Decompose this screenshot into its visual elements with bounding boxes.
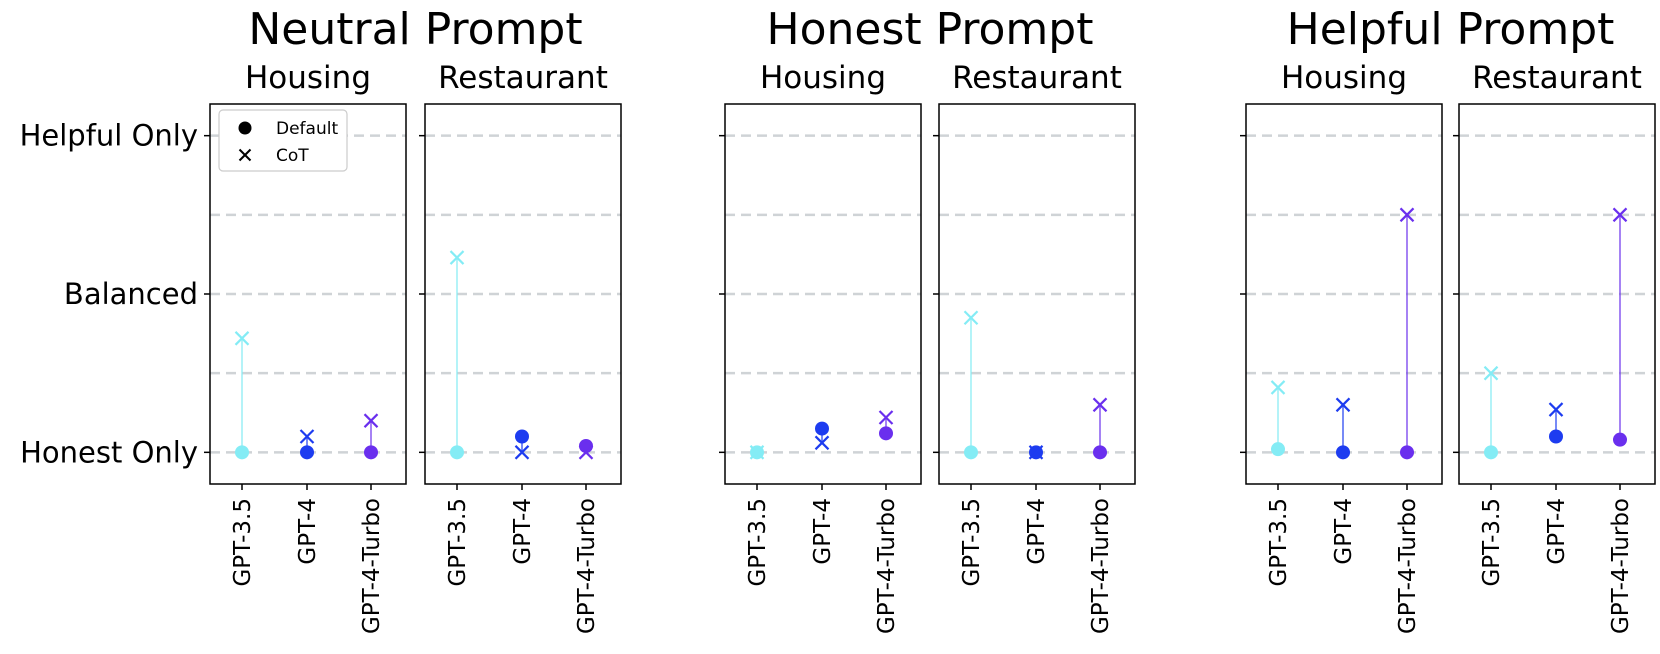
- x-tick-label: GPT-3.5: [445, 498, 471, 587]
- group-title: Helpful Prompt: [1287, 4, 1615, 55]
- default-point: [879, 426, 893, 441]
- legend-default-marker: [238, 121, 252, 135]
- panel-title: Housing: [245, 60, 371, 96]
- panel-title: Housing: [760, 60, 886, 96]
- x-tick-label: GPT-4-Turbo: [1088, 498, 1114, 634]
- cot-point-stroke: [963, 310, 979, 326]
- x-tick-label: GPT-4-Turbo: [874, 498, 900, 634]
- cot-point: [1270, 380, 1286, 395]
- default-point: [1549, 429, 1563, 444]
- cot-point: [1483, 365, 1499, 381]
- cot-point: [514, 445, 530, 460]
- cot-point-stroke: [1270, 380, 1286, 395]
- default-point: [1093, 445, 1107, 460]
- cot-point: [963, 310, 979, 326]
- group-title: Neutral Prompt: [248, 4, 582, 55]
- default-point: [1271, 442, 1285, 457]
- panel-frame: [424, 103, 622, 485]
- default-point: [815, 421, 829, 436]
- cot-point-stroke: [514, 445, 530, 460]
- x-tick-label: GPT-4: [295, 498, 321, 565]
- x-tick-label: GPT-4: [510, 498, 536, 565]
- cot-point-stroke: [1092, 397, 1108, 413]
- cot-point: [814, 435, 830, 451]
- cot-point: [1612, 207, 1628, 223]
- legend-default-label: Default: [276, 119, 338, 139]
- y-tick-label: Balanced: [64, 277, 198, 311]
- default-point: [235, 445, 249, 460]
- x-tick-label: GPT-3.5: [1479, 498, 1505, 587]
- cot-point-stroke: [363, 413, 379, 428]
- cot-point: [1399, 207, 1415, 223]
- default-point: [1613, 432, 1627, 447]
- cot-point-stroke: [878, 410, 894, 425]
- panel-title: Housing: [1281, 60, 1407, 96]
- cot-point-stroke: [749, 445, 765, 460]
- x-tick-label: GPT-3.5: [745, 498, 771, 587]
- y-tick-label: Helpful Only: [20, 119, 198, 153]
- cot-point: [578, 445, 594, 460]
- cot-point: [1335, 397, 1351, 413]
- cot-point: [749, 445, 765, 460]
- legend-cot-marker: [238, 148, 252, 162]
- cot-point-stroke: [234, 331, 250, 346]
- panel-frame: [209, 103, 407, 485]
- cot-point-stroke: [449, 250, 465, 265]
- default-point: [964, 445, 978, 460]
- x-tick-label: GPT-3.5: [959, 498, 985, 587]
- x-tick-label: GPT-3.5: [1266, 498, 1292, 587]
- x-tick-label: GPT-4: [1544, 498, 1570, 565]
- cot-point-stroke: [578, 445, 594, 460]
- cot-point-stroke: [1548, 402, 1564, 417]
- cot-point-stroke: [1335, 397, 1351, 413]
- cot-point-stroke: [1399, 207, 1415, 223]
- cot-point: [363, 413, 379, 428]
- cot-point: [1548, 402, 1564, 417]
- cot-point-stroke: [814, 435, 830, 451]
- x-tick-label: GPT-4-Turbo: [574, 498, 600, 634]
- panel-frame: [724, 103, 922, 485]
- default-point: [364, 445, 378, 460]
- cot-point-stroke: [1612, 207, 1628, 223]
- x-tick-label: GPT-4-Turbo: [1608, 498, 1634, 634]
- cot-point: [234, 331, 250, 346]
- panel-title: Restaurant: [438, 60, 608, 96]
- cot-point-stroke: [299, 429, 315, 444]
- panel-frame: [1458, 103, 1656, 485]
- panel-frame: [938, 103, 1136, 485]
- cot-point: [449, 250, 465, 265]
- x-tick-label: GPT-3.5: [230, 498, 256, 587]
- default-point: [1400, 445, 1414, 460]
- x-tick-label: GPT-4-Turbo: [1395, 498, 1421, 634]
- cot-point: [1028, 445, 1044, 460]
- legend-cot-stroke: [238, 148, 252, 162]
- cot-point-stroke: [1483, 365, 1499, 381]
- x-tick-label: GPT-4-Turbo: [359, 498, 385, 634]
- legend-frame: [218, 109, 348, 172]
- default-point: [300, 445, 314, 460]
- panel-frame: [1245, 103, 1443, 485]
- x-tick-label: GPT-4: [810, 498, 836, 565]
- panel-title: Restaurant: [1472, 60, 1642, 96]
- cot-point: [299, 429, 315, 444]
- cot-point-stroke: [1028, 445, 1044, 460]
- cot-point: [1092, 397, 1108, 413]
- cot-point: [878, 410, 894, 425]
- default-point: [1484, 445, 1498, 460]
- group-title: Honest Prompt: [767, 4, 1094, 55]
- y-tick-label: Honest Only: [20, 435, 198, 469]
- legend-cot-label: CoT: [276, 146, 309, 166]
- x-tick-label: GPT-4: [1024, 498, 1050, 565]
- default-point: [450, 445, 464, 460]
- x-tick-label: GPT-4: [1331, 498, 1357, 565]
- panel-title: Restaurant: [952, 60, 1122, 96]
- legend: Default CoT: [218, 109, 348, 172]
- default-point: [515, 429, 529, 444]
- default-point: [1336, 445, 1350, 460]
